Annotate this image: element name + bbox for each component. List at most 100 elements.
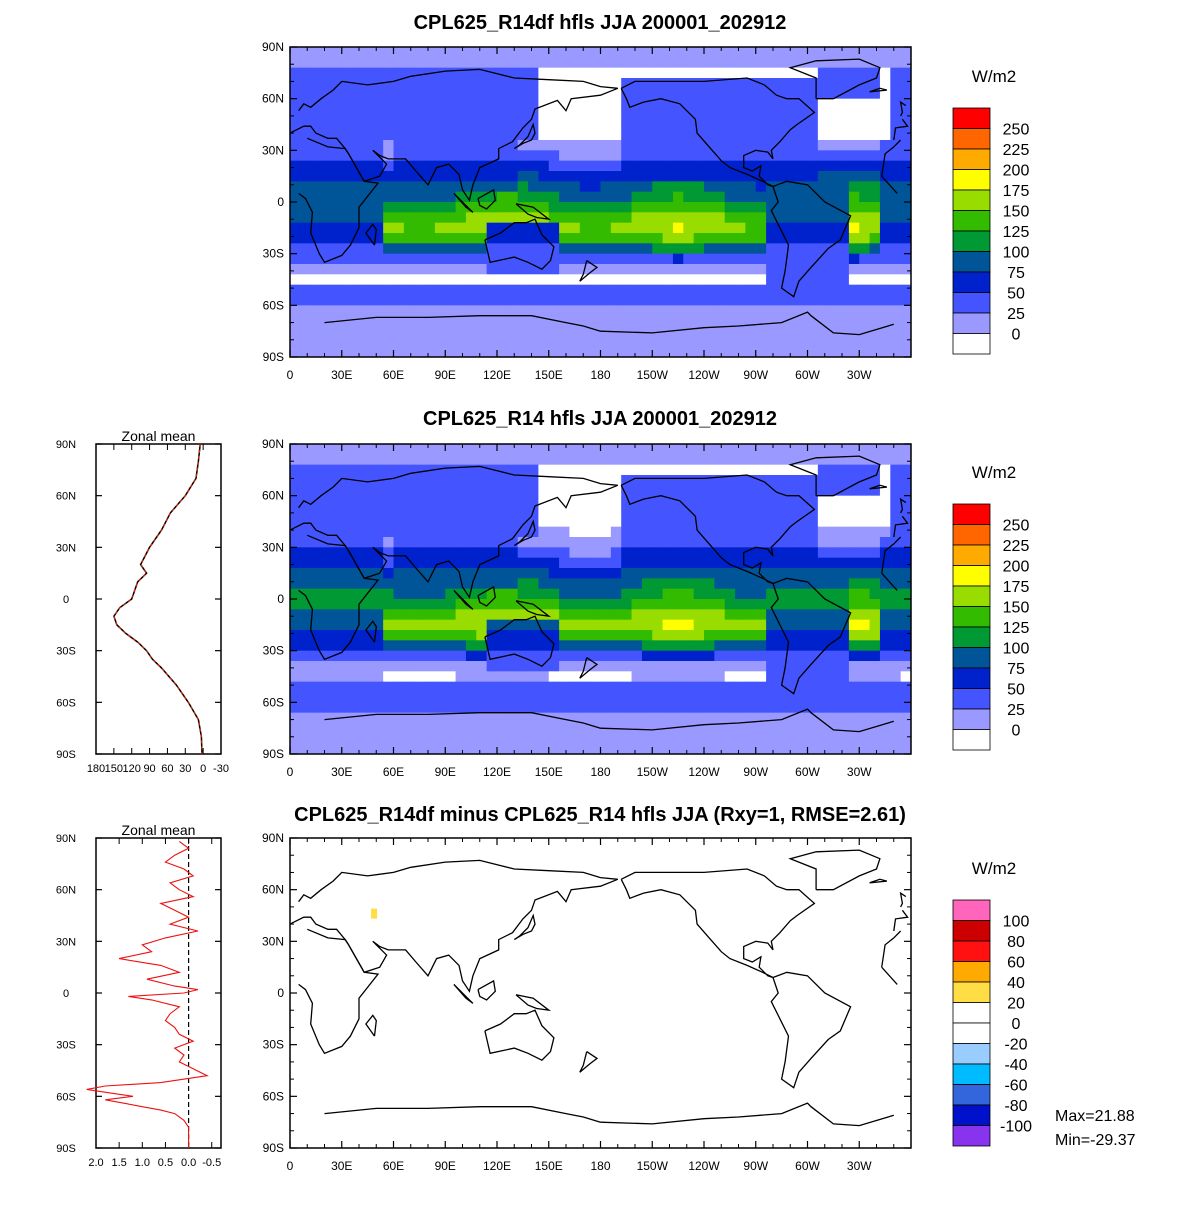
map-cell: [362, 336, 374, 348]
map-cell: [683, 233, 695, 244]
map-cell: [755, 57, 767, 69]
map-cell: [683, 305, 695, 317]
map-cell: [424, 630, 436, 641]
map-cell: [714, 191, 726, 203]
map-cell: [631, 47, 643, 58]
map-cell: [579, 506, 591, 517]
map-cell: [693, 578, 705, 590]
map-cell: [869, 506, 881, 517]
zonal-x-label: 180: [87, 763, 105, 775]
map-cell: [341, 274, 353, 286]
map-cell: [807, 609, 819, 621]
coastline: [579, 1051, 599, 1073]
map-cell: [621, 630, 633, 641]
map-cell: [807, 78, 819, 89]
map-cell: [879, 692, 891, 703]
map-cell: [714, 537, 726, 548]
map-cell: [310, 326, 322, 337]
map-cell: [590, 537, 602, 548]
map-cell: [393, 733, 405, 745]
map-cell: [403, 222, 415, 234]
map-cell: [331, 171, 343, 182]
map-cell: [341, 599, 353, 610]
map-cell: [445, 712, 457, 724]
map-cell: [848, 712, 860, 724]
map-cell: [838, 119, 850, 131]
map-cell: [672, 336, 684, 348]
map-cell: [352, 305, 364, 317]
map-cell: [559, 284, 571, 296]
map-cell: [797, 640, 809, 652]
map-cell: [672, 202, 684, 213]
map-cell: [548, 444, 560, 455]
map-cell: [621, 264, 633, 275]
map-cell: [693, 619, 705, 631]
panel3-map: 0 30E 60E 90E 120E 150E 180 150W 120W 90W 60W 30W90…: [262, 831, 1032, 1173]
map-cell: [766, 692, 778, 703]
map-cell: [569, 712, 581, 724]
colorbar-box: [952, 128, 991, 150]
map-cell: [383, 109, 395, 120]
map-cell: [828, 547, 840, 559]
map-cell: [300, 264, 312, 275]
map-cell: [745, 516, 757, 528]
map-cell: [890, 202, 902, 213]
map-cell: [817, 346, 829, 357]
map-cell: [714, 475, 726, 486]
map-cell: [497, 506, 508, 517]
map-cell: [383, 264, 395, 275]
map-cell: [714, 692, 726, 703]
map-cell: [465, 295, 477, 306]
map-cell: [745, 444, 757, 455]
map-cell: [321, 140, 332, 151]
map-cell: [372, 160, 384, 172]
map-cell: [797, 599, 809, 610]
map-cell: [652, 129, 664, 141]
map-cell: [424, 222, 436, 234]
map-cell: [848, 485, 860, 497]
map-cell: [372, 119, 384, 131]
map-cell: [465, 150, 477, 162]
map-cell: [310, 630, 322, 641]
map-cell: [445, 98, 457, 110]
map-cell: [362, 454, 374, 466]
map-cell: [641, 475, 653, 486]
map-cell: [486, 202, 498, 213]
map-cell: [600, 712, 612, 724]
map-cell: [517, 557, 529, 569]
map-cell: [610, 202, 622, 213]
map-cell: [641, 212, 653, 224]
map-cell: [559, 47, 571, 58]
x-tick-label: 120W: [688, 765, 720, 779]
map-cell: [352, 640, 364, 652]
map-cell: [434, 671, 446, 683]
map-cell: [683, 578, 695, 590]
map-cell: [776, 475, 788, 486]
map-cell: [434, 78, 446, 89]
map-cell: [517, 588, 529, 600]
map-cell: [455, 57, 467, 69]
map-cell: [383, 557, 395, 569]
map-cell: [848, 526, 860, 538]
map-cell: [817, 150, 829, 162]
map-cell: [828, 464, 840, 476]
map-cell: [766, 274, 778, 286]
map-cell: [497, 202, 508, 213]
map-cell: [341, 661, 353, 672]
map-cell: [548, 578, 560, 590]
map-cell: [341, 305, 353, 317]
map-cell: [879, 506, 891, 517]
map-cell: [445, 506, 457, 517]
map-cell: [341, 181, 353, 193]
map-cell: [476, 181, 488, 193]
map-cell: [424, 253, 436, 265]
x-tick-label: 150W: [637, 765, 669, 779]
map-cell: [900, 336, 911, 348]
map-cell: [528, 243, 539, 255]
map-cell: [807, 212, 819, 224]
map-cell: [569, 129, 581, 141]
map-cell: [393, 67, 405, 79]
map-cell: [755, 222, 767, 234]
colorbar-box: [952, 1043, 991, 1065]
map-cell: [579, 588, 591, 600]
